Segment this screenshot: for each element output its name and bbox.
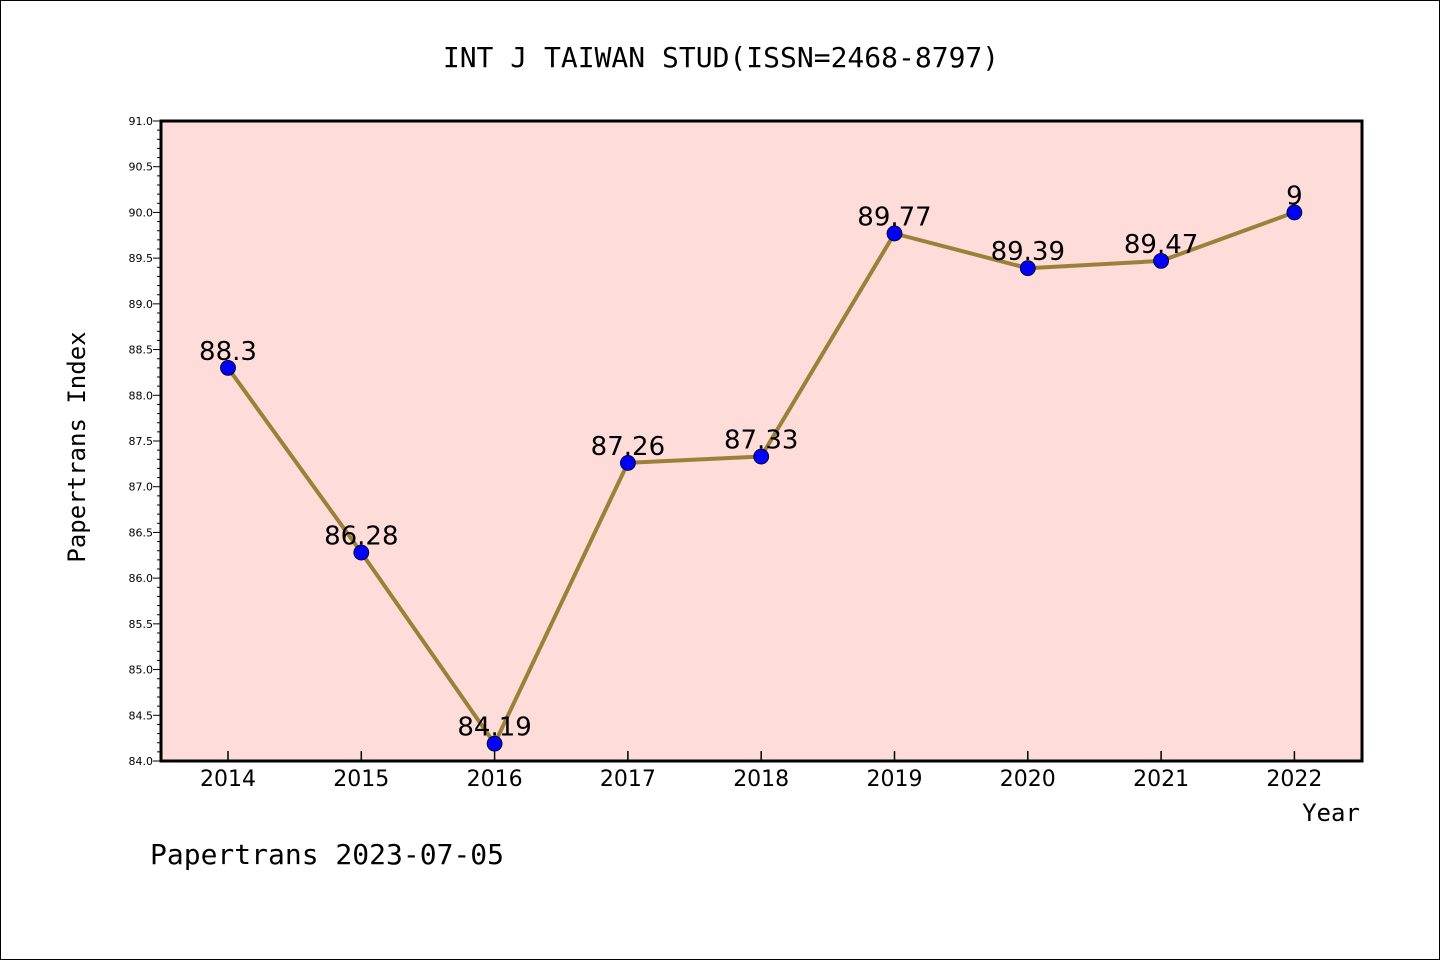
x-tick-label: 2014	[200, 767, 256, 792]
x-tick-label: 2017	[600, 767, 656, 792]
y-tick-label: 86.5	[129, 526, 154, 539]
data-point	[1019, 260, 1036, 277]
data-points	[220, 204, 1303, 752]
data-label: 89.47	[1124, 230, 1198, 260]
y-tick-label: 84.0	[129, 755, 154, 768]
data-point	[1286, 204, 1303, 221]
y-tick-label: 87.5	[129, 435, 154, 448]
x-axis-label: Year	[1302, 799, 1360, 827]
data-labels: 88.3 86.28 84.19 87.26 87.33 89.77 89.39 89.47 9	[199, 181, 1303, 742]
footer-text: Papertrans 2023-07-05	[150, 838, 504, 871]
y-tick-label: 88.5	[129, 344, 154, 357]
x-tick-label: 2019	[867, 767, 923, 792]
data-label: 87.33	[724, 426, 798, 456]
y-tick-label: 88.0	[129, 389, 154, 402]
x-tick-label: 2022	[1266, 767, 1322, 792]
data-label: 9	[1286, 181, 1303, 211]
data-point	[220, 359, 236, 376]
data-point	[620, 455, 636, 471]
y-tick-label: 84.5	[129, 709, 154, 722]
y-tick-label: 90.5	[129, 161, 154, 174]
plot-frame	[159, 119, 1364, 763]
data-label: 87.26	[591, 432, 665, 462]
data-label: 86.28	[324, 522, 398, 552]
data-label: 89.39	[991, 237, 1065, 267]
x-tick-label: 2016	[467, 767, 523, 792]
y-axis: 84.0 84.5 85.0 85.5 86.0 86.5 87.0 87.5 88.0 88.5…	[129, 115, 161, 768]
x-tick-label: 2021	[1133, 767, 1189, 792]
data-point	[886, 225, 903, 242]
data-label: 88.3	[199, 337, 257, 367]
plot-area	[161, 121, 1362, 761]
y-tick-label: 85.5	[129, 618, 154, 631]
y-tick-label: 90.0	[129, 206, 154, 219]
chart-title: INT J TAIWAN STUD(ISSN=2468-8797)	[443, 41, 999, 74]
y-tick-label: 85.0	[129, 664, 154, 677]
y-tick-label: 89.5	[129, 252, 154, 265]
data-point	[353, 544, 370, 561]
data-point	[1153, 252, 1169, 269]
data-point	[753, 448, 770, 465]
y-tick-label: 86.0	[129, 572, 154, 585]
x-tick-label: 2020	[1000, 767, 1056, 792]
y-axis-label: Papertrans Index	[63, 331, 91, 562]
y-tick-label: 89.0	[129, 298, 154, 311]
data-point	[486, 735, 503, 752]
y-tick-label: 91.0	[129, 115, 154, 128]
x-tick-label: 2018	[733, 767, 789, 792]
data-label: 89.77	[857, 202, 931, 232]
y-tick-label: 87.0	[129, 481, 154, 494]
x-axis: 2014 2015 2016 2017 2018 2019 2020 2021 2022	[200, 751, 1322, 792]
x-tick-label: 2015	[333, 767, 389, 792]
data-label: 84.19	[457, 713, 531, 743]
